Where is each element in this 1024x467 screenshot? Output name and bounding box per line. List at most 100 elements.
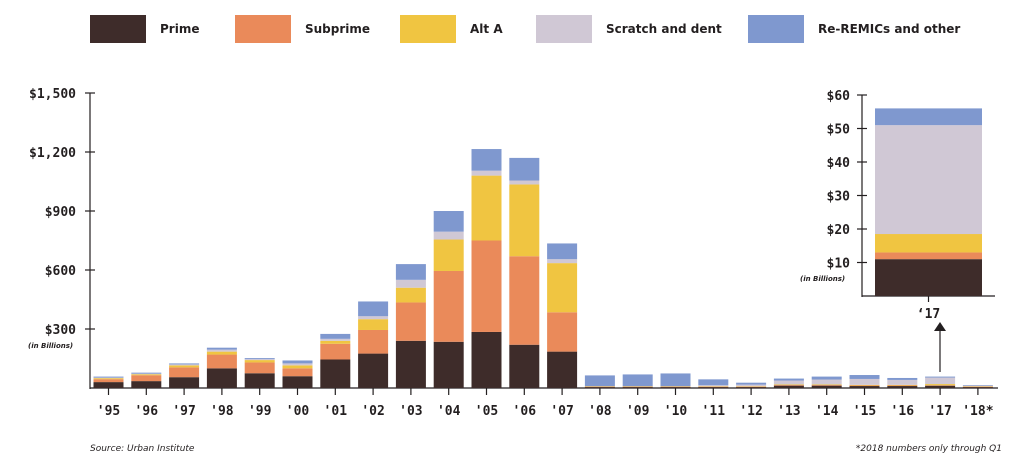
inset-bar-scratch-and-dent [875, 125, 982, 235]
bar-11-subprime [698, 386, 729, 388]
inset-y-tick-label: $40 [827, 156, 851, 171]
bar-02-alt-a [358, 319, 389, 330]
bar-99-subprime [244, 362, 275, 374]
bar-10-alt-a [660, 386, 691, 387]
x-tick-label: '17 [928, 404, 951, 419]
bar-08-subprime [584, 386, 615, 388]
bar-17-subprime [925, 385, 956, 386]
inset-arrow [934, 322, 946, 372]
bar-03-prime [395, 340, 426, 388]
legend-item-re-remics: Re-REMICs and other [748, 14, 960, 44]
x-tick-label: '05 [475, 404, 498, 419]
bar-18-scratch-and-dent [962, 385, 993, 387]
bar-01-scratch-and-dent [320, 338, 351, 341]
bar-18-subprime [962, 386, 993, 388]
bar-97-prime [169, 377, 200, 388]
bar-08-re-remics-and-other [584, 375, 615, 387]
bar-10-re-remics-and-other [660, 373, 691, 387]
bar-98-prime [206, 368, 237, 388]
bar-05-prime [471, 331, 502, 388]
bar-02-prime [358, 353, 389, 388]
inset-chart-2017: $10 $20 $30 $40 $50 $60 ‘17 [827, 89, 995, 322]
legend: Prime Subprime Alt A Scratch and dent Re… [90, 14, 1020, 44]
inset-unit-note: (in Billions) [800, 275, 845, 283]
bar-03-alt-a [395, 287, 426, 303]
bar-00-alt-a [282, 365, 313, 369]
legend-label-scratch-and-dent: Scratch and dent [606, 22, 722, 36]
bar-01-prime [320, 359, 351, 388]
bar-15-prime [849, 386, 880, 388]
bar-10-prime [660, 387, 691, 388]
bar-14-subprime [811, 385, 842, 386]
bar-04-prime [433, 341, 464, 388]
bar-99-prime [244, 373, 275, 388]
legend-item-subprime: Subprime [235, 14, 370, 44]
bar-04-alt-a [433, 239, 464, 271]
legend-label-re-remics: Re-REMICs and other [818, 22, 961, 36]
bar-95-alt-a [93, 378, 124, 380]
x-tick-label: '12 [739, 404, 762, 419]
source-note: Source: Urban Institute [90, 444, 195, 454]
bar-02-re-remics-and-other [358, 301, 389, 317]
legend-swatch-subprime [235, 15, 291, 43]
bar-00-scratch-and-dent [282, 363, 313, 366]
bar-08-alt-a [584, 386, 615, 387]
bar-11-prime [698, 387, 729, 388]
bar-09-re-remics-and-other [622, 374, 653, 387]
bar-15-re-remics-and-other [849, 375, 880, 379]
bar-95-scratch-and-dent [93, 377, 124, 379]
bar-15-alt-a [849, 384, 880, 386]
bar-13-subprime [773, 385, 804, 386]
x-tick-label: '18* [962, 404, 993, 419]
legend-swatch-re-remics [748, 15, 804, 43]
bar-95-prime [93, 382, 124, 388]
bar-96-subprime [131, 375, 162, 382]
bar-17-re-remics-and-other [925, 376, 956, 378]
x-tick-label: '16 [891, 404, 915, 419]
main-y-tick-label: $1,200 [29, 146, 76, 161]
bar-04-re-remics-and-other [433, 211, 464, 232]
x-tick-label: '01 [324, 404, 348, 419]
bar-05-scratch-and-dent [471, 170, 502, 176]
inset-y-tick-label: $20 [827, 223, 851, 238]
x-tick-label: '10 [664, 404, 688, 419]
bar-09-subprime [622, 386, 653, 388]
bar-13-prime [773, 385, 804, 388]
bar-98-scratch-and-dent [206, 349, 237, 352]
bar-18-prime [962, 387, 993, 388]
bar-01-alt-a [320, 340, 351, 344]
bar-97-scratch-and-dent [169, 364, 200, 366]
bar-03-scratch-and-dent [395, 279, 426, 288]
inset-bar-prime [875, 259, 982, 296]
x-tick-label: '00 [286, 404, 310, 419]
bar-01-subprime [320, 343, 351, 360]
bar-06-subprime [509, 256, 540, 345]
bar-12-prime [736, 387, 767, 388]
bar-05-subprime [471, 240, 502, 332]
bar-16-re-remics-and-other [887, 377, 918, 380]
x-tick-label: '96 [135, 404, 159, 419]
inset-x-tick-label: ‘17 [917, 307, 940, 322]
x-tick-label: '13 [777, 404, 800, 419]
inset-bar-subprime [875, 252, 982, 260]
main-bars [93, 149, 993, 388]
main-y-tick-label: $1,500 [29, 87, 76, 102]
legend-swatch-prime [90, 15, 146, 43]
bar-97-alt-a [169, 365, 200, 368]
bar-09-alt-a [622, 386, 653, 387]
bar-15-scratch-and-dent [849, 378, 880, 385]
bar-03-re-remics-and-other [395, 264, 426, 280]
x-tick-label: '09 [626, 404, 649, 419]
bar-07-alt-a [547, 263, 578, 313]
x-tick-label: '03 [399, 404, 422, 419]
bar-99-alt-a [244, 360, 275, 363]
bar-18-re-remics-and-other [962, 385, 993, 386]
x-tick-label: '04 [437, 404, 461, 419]
bar-99-re-remics-and-other [244, 358, 275, 360]
inset-bar-alt-a [875, 234, 982, 253]
x-tick-label: '14 [815, 404, 839, 419]
bar-12-alt-a [736, 386, 767, 387]
legend-item-prime: Prime [90, 14, 199, 44]
legend-item-alt-a: Alt A [400, 14, 503, 44]
